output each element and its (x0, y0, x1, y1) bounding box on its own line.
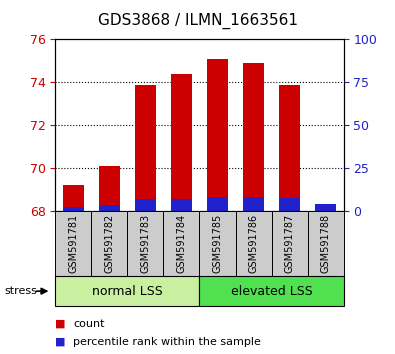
Bar (55, 211, 91, 276)
Bar (55, 276, 199, 306)
Text: count: count (73, 319, 105, 329)
Bar (135, 85, 156, 211)
Bar (91, 211, 127, 276)
Bar (171, 199, 192, 211)
Bar (62, 185, 84, 211)
Bar (99, 166, 120, 211)
Text: GSM591781: GSM591781 (68, 214, 78, 273)
Text: percentile rank within the sample: percentile rank within the sample (73, 337, 261, 347)
Text: GSM591785: GSM591785 (213, 214, 222, 273)
Text: GSM591782: GSM591782 (104, 214, 115, 273)
Text: GSM591783: GSM591783 (140, 214, 150, 273)
Bar (279, 85, 300, 211)
Bar (243, 197, 264, 211)
Bar (171, 74, 192, 211)
Text: ■: ■ (55, 319, 66, 329)
Bar (199, 211, 235, 276)
Bar (279, 198, 300, 211)
Bar (135, 199, 156, 211)
Bar (243, 63, 264, 211)
Bar (99, 205, 120, 211)
Bar (315, 204, 337, 211)
Bar (199, 276, 344, 306)
Text: GSM591788: GSM591788 (321, 214, 331, 273)
Bar (272, 211, 308, 276)
Bar (164, 211, 199, 276)
Bar (62, 207, 84, 211)
Text: stress: stress (4, 286, 37, 296)
Text: GDS3868 / ILMN_1663561: GDS3868 / ILMN_1663561 (98, 12, 297, 29)
Bar (315, 209, 337, 211)
Bar (308, 211, 344, 276)
Text: GSM591784: GSM591784 (177, 214, 186, 273)
Bar (207, 59, 228, 211)
Bar (235, 211, 272, 276)
Text: normal LSS: normal LSS (92, 285, 163, 298)
Text: elevated LSS: elevated LSS (231, 285, 312, 298)
Bar (207, 197, 228, 211)
Text: ■: ■ (55, 337, 66, 347)
Text: GSM591787: GSM591787 (284, 214, 295, 273)
Bar (127, 211, 164, 276)
Text: GSM591786: GSM591786 (248, 214, 259, 273)
